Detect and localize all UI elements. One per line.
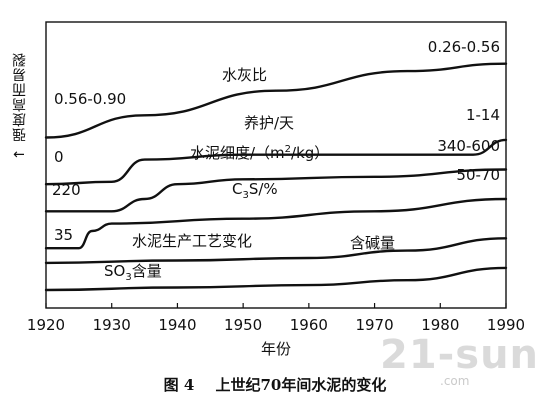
x-tick-label: 1980 bbox=[421, 316, 459, 334]
x-tick-label: 1950 bbox=[224, 316, 262, 334]
watermark-domain: .com bbox=[440, 374, 470, 388]
y-axis-arrow: ↑ bbox=[12, 147, 28, 161]
y-axis-label-text: 强度高而易裂 bbox=[12, 52, 28, 142]
x-tick-label: 1930 bbox=[93, 316, 131, 334]
process-change-annotation: 水泥生产工艺变化 bbox=[132, 232, 252, 250]
series-label: C3S/% bbox=[232, 180, 278, 201]
series-label: SO3含量 bbox=[104, 262, 162, 283]
figure-caption: 图 4 上世纪70年间水泥的变化 bbox=[0, 374, 550, 395]
series-end-label: 340-600 bbox=[437, 137, 500, 155]
series-line bbox=[44, 197, 508, 250]
series-line bbox=[44, 168, 508, 213]
x-tick-label: 1920 bbox=[27, 316, 65, 334]
caption-text: 上世纪70年间水泥的变化 bbox=[215, 376, 387, 394]
x-tick-label: 1960 bbox=[290, 316, 328, 334]
series-end-label: 1-14 bbox=[466, 106, 500, 124]
series-start-label: 0 bbox=[54, 148, 64, 166]
series-end-label: 0.26-0.56 bbox=[428, 38, 500, 56]
series-label: 水泥细度/（m2/kg） bbox=[190, 144, 329, 162]
series-start-label: 220 bbox=[52, 181, 81, 199]
series-start-label: 35 bbox=[54, 226, 73, 244]
y-axis-label: ↑ 强度高而易裂 bbox=[8, 52, 32, 160]
series-line bbox=[44, 237, 508, 265]
plot-frame bbox=[45, 21, 507, 309]
series-line bbox=[44, 62, 508, 139]
series-start-label: 0.56-0.90 bbox=[54, 90, 126, 108]
series-label: 含碱量 bbox=[350, 234, 395, 252]
x-axis-label: 年份 bbox=[261, 340, 291, 358]
series-label: 养护/天 bbox=[244, 114, 294, 132]
series-label: 水灰比 bbox=[222, 66, 267, 84]
series-line bbox=[44, 266, 508, 292]
caption-number: 图 4 bbox=[163, 376, 195, 394]
series-end-label: 50-70 bbox=[456, 166, 500, 184]
x-tick-label: 1990 bbox=[487, 316, 525, 334]
x-tick-label: 1970 bbox=[355, 316, 393, 334]
series-line bbox=[44, 138, 508, 186]
watermark-logo: 21-sun bbox=[380, 332, 540, 378]
x-tick-label: 1940 bbox=[158, 316, 196, 334]
